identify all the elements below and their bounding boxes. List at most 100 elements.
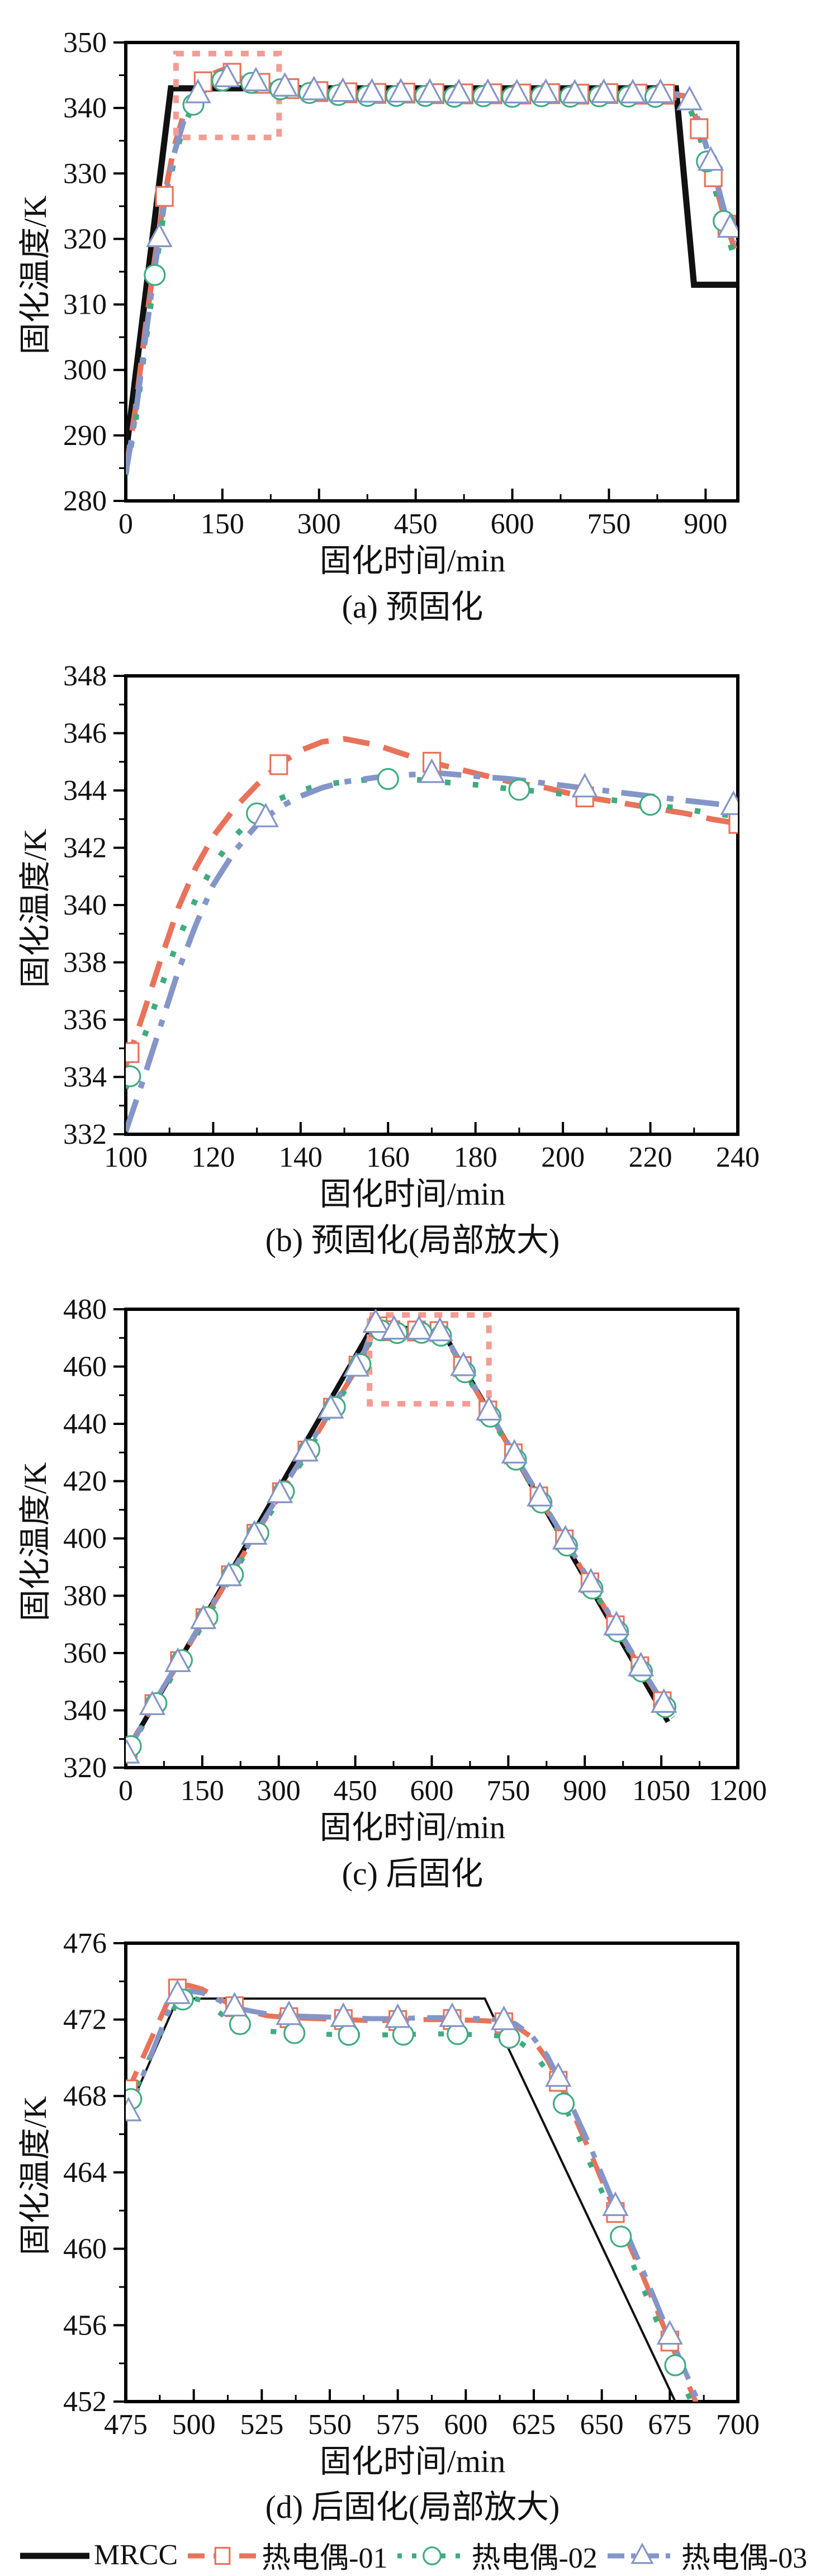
y-axis-label-b: 固化温度/K bbox=[18, 828, 53, 988]
y-tick-label: 468 bbox=[63, 2080, 107, 2112]
triangle-marker bbox=[139, 1690, 166, 1716]
square-marker bbox=[728, 813, 738, 834]
x-tick-label: 625 bbox=[512, 2409, 556, 2441]
circle-marker bbox=[447, 2023, 469, 2045]
axes: 475 500 525 550 575 600 625 650 675 700 452 456 460 4… bbox=[63, 1928, 760, 2441]
x-tick-label: 600 bbox=[444, 2409, 487, 2441]
circle-marker bbox=[664, 2354, 686, 2376]
x-tick-label: 450 bbox=[334, 1775, 377, 1807]
y-tick-label: 340 bbox=[63, 1695, 107, 1727]
circle-marker bbox=[498, 2026, 520, 2049]
y-tick-label: 452 bbox=[63, 2386, 107, 2418]
y-tick-label: 280 bbox=[63, 485, 107, 517]
legend-item-triangle: 热电偶-03 bbox=[605, 2534, 807, 2576]
triangle-marker bbox=[330, 2002, 357, 2027]
x-tick-label: 160 bbox=[366, 1142, 410, 1173]
series-line-tc01 bbox=[126, 1982, 699, 2402]
x-tick-label: 900 bbox=[563, 1775, 606, 1807]
triangle-marker bbox=[243, 67, 269, 92]
chart-a-canvas: 0 150 300 450 600 750 900 280 290 300 310 320 330 340… bbox=[63, 27, 739, 540]
triangle-marker bbox=[215, 1561, 243, 1587]
x-tick-label: 300 bbox=[257, 1775, 301, 1807]
triangle-marker bbox=[146, 222, 173, 248]
legend-item-mrcc: MRCC bbox=[18, 2538, 178, 2572]
triangle-marker bbox=[590, 78, 617, 103]
y-tick-label: 440 bbox=[63, 1408, 107, 1440]
y-tick-label: 330 bbox=[63, 158, 107, 190]
series-markers bbox=[126, 752, 738, 1088]
series-markers bbox=[126, 1309, 677, 1764]
x-tick-label: 475 bbox=[104, 2409, 148, 2441]
chart-d-caption: (d) 后固化(局部放大) bbox=[265, 2489, 560, 2526]
legend-item-circle: 热电偶-02 bbox=[395, 2534, 598, 2576]
triangle-marker bbox=[126, 2096, 142, 2122]
square-marker bbox=[214, 2547, 231, 2565]
triangle-marker bbox=[343, 1352, 370, 1377]
x-tick-label: 600 bbox=[491, 508, 534, 540]
y-tick-label: 320 bbox=[63, 1752, 107, 1784]
triangle-marker bbox=[252, 803, 279, 828]
x-tick-label: 200 bbox=[541, 1142, 585, 1173]
triangle-marker bbox=[476, 1396, 502, 1421]
square-marker bbox=[269, 754, 288, 775]
y-tick-label: 320 bbox=[63, 223, 107, 255]
x-tick-label: 450 bbox=[394, 508, 438, 540]
figure-a: 固化温度/K 0 150 300 450 600 750 900 280 290 300 310 32… bbox=[0, 0, 825, 626]
axes: 100 120 140 160 180 200 220 240 332 334 336 338 340 3… bbox=[63, 660, 760, 1173]
triangle-marker bbox=[720, 790, 738, 816]
circle-marker bbox=[508, 779, 530, 801]
figure-c: 固化温度/K 0 150 300 450 600 750 900 1050 1200 320 340… bbox=[0, 1267, 825, 1892]
axes: 0 150 300 450 600 750 900 280 290 300 310 320 330 340… bbox=[63, 27, 739, 540]
chart-c-canvas: 0 150 300 450 600 750 900 1050 1200 320 340 360 380 4… bbox=[63, 1294, 767, 1807]
y-tick-label: 460 bbox=[63, 2233, 107, 2265]
series-line-tc02 bbox=[126, 1327, 675, 1756]
y-axis-label-c: 固化温度/K bbox=[18, 1462, 53, 1622]
triangle-marker bbox=[603, 1611, 630, 1636]
chart-a-caption: (a) 预固化 bbox=[342, 588, 483, 625]
x-tick-label: 700 bbox=[716, 2409, 760, 2441]
triangle-marker bbox=[387, 78, 414, 103]
legend-label: 热电偶-01 bbox=[262, 2542, 388, 2574]
chart-c-caption: (c) 后固化 bbox=[342, 1855, 483, 1892]
y-tick-label: 310 bbox=[63, 289, 107, 321]
y-tick-label: 360 bbox=[63, 1637, 107, 1669]
x-tick-label: 100 bbox=[104, 1142, 148, 1173]
x-tick-label: 675 bbox=[648, 2409, 691, 2441]
triangle-marker bbox=[439, 2002, 466, 2027]
x-tick-label: 150 bbox=[201, 508, 244, 540]
legend-label: 热电偶-02 bbox=[471, 2542, 598, 2574]
triangle-marker bbox=[214, 62, 240, 87]
circle-marker bbox=[552, 2092, 575, 2115]
x-tick-label: 1200 bbox=[709, 1775, 767, 1807]
figure-b: 固化温度/K 100 120 140 160 180 200 220 240 332 334 336… bbox=[0, 633, 825, 1259]
series-markers bbox=[144, 62, 738, 286]
x-tick-label: 150 bbox=[181, 1775, 224, 1807]
x-tick-label: 600 bbox=[410, 1775, 454, 1807]
triangle-marker bbox=[276, 2000, 302, 2025]
x-tick-label: 0 bbox=[118, 1775, 133, 1807]
legend-swatch bbox=[188, 2547, 258, 2565]
triangle-marker bbox=[503, 79, 530, 103]
y-tick-label: 340 bbox=[63, 889, 107, 921]
triangle-marker bbox=[545, 2062, 572, 2087]
y-tick-label: 460 bbox=[63, 1351, 107, 1383]
triangle-marker bbox=[381, 1315, 407, 1340]
triangle-marker bbox=[552, 1525, 579, 1550]
series-line-tc02 bbox=[126, 776, 738, 1090]
x-tick-label: 220 bbox=[629, 1142, 672, 1173]
triangle-marker bbox=[561, 79, 589, 104]
series-line-mrcc bbox=[126, 85, 737, 456]
triangle-marker bbox=[619, 78, 646, 103]
y-tick-label: 464 bbox=[63, 2157, 107, 2189]
y-tick-label: 340 bbox=[63, 92, 107, 124]
circle-marker bbox=[377, 768, 399, 790]
circle-marker bbox=[423, 2546, 442, 2566]
triangle-marker bbox=[490, 2005, 518, 2030]
series-markers bbox=[126, 1978, 686, 2376]
chart-b-caption: (b) 预固化(局部放大) bbox=[265, 1221, 560, 1258]
y-tick-label: 472 bbox=[63, 2004, 107, 2035]
triangle-marker bbox=[272, 72, 298, 97]
triangle-marker bbox=[651, 1688, 677, 1713]
triangle-marker bbox=[416, 78, 443, 103]
triangle-marker bbox=[602, 2191, 629, 2216]
